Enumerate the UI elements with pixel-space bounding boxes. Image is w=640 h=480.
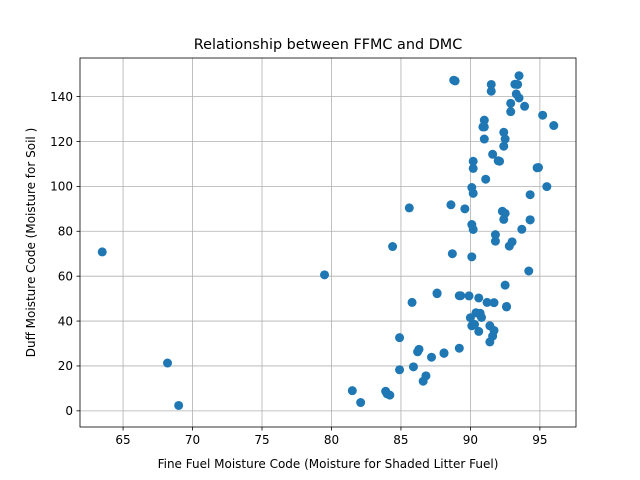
scatter-point [506,107,516,117]
x-tick-label: 80 [324,433,339,447]
scatter-point [479,122,489,132]
scatter-point [467,252,477,262]
scatter-point [468,188,478,198]
scatter-point [446,200,456,210]
scatter-point [456,291,466,301]
scatter-point [174,400,184,410]
scatter-point [495,156,505,166]
y-tick-label: 140 [50,90,73,104]
scatter-point [517,224,527,234]
x-tick-label: 65 [115,433,130,447]
scatter-point [464,291,474,301]
scatter-point [447,249,457,259]
scatter-point [513,79,523,89]
scatter-point [395,365,405,375]
scatter-point [525,190,535,200]
scatter-point [356,398,366,408]
scatter-point [502,302,512,312]
scatter-point [542,182,552,192]
y-tick-label: 40 [58,314,73,328]
scatter-point [385,390,395,400]
scatter-point [477,312,487,322]
scatter-point [388,242,398,252]
scatter-point [486,86,496,96]
scatter-point [474,326,484,336]
scatter-point [468,163,478,173]
scatter-point [490,230,500,240]
scatter-point [432,288,442,298]
y-axis-title: Duff Moisture Code (Moisture for Soil ) [24,128,38,358]
scatter-point [500,134,510,144]
y-tick-label: 80 [58,225,73,239]
y-tick-label: 60 [58,269,73,283]
scatter-point [488,149,498,159]
x-tick-label: 85 [393,433,408,447]
scatter-points [97,71,559,410]
scatter-point [421,371,431,381]
scatter-point [507,237,517,247]
scatter-point [408,362,418,372]
scatter-point [520,101,530,111]
scatter-point [490,236,500,246]
scatter-point [500,280,510,290]
scatter-point [474,293,484,303]
x-tick-label: 70 [185,433,200,447]
scatter-point [427,352,437,362]
scatter-point [414,344,424,354]
scatter-point [163,358,173,368]
scatter-point [454,343,464,353]
scatter-point [489,298,499,308]
scatter-point [500,208,510,218]
y-tick-label: 0 [65,404,73,418]
scatter-point [486,79,496,89]
y-tick-label: 100 [50,180,73,194]
scatter-point [468,224,478,234]
scatter-point [538,110,548,120]
scatter-point [482,297,492,307]
scatter-point [470,319,480,329]
scatter-point [499,141,509,151]
scatter-point [489,325,499,335]
scatter-point [404,203,414,213]
y-tick-label: 120 [50,135,73,149]
scatter-point [439,348,449,358]
x-tick-label: 90 [463,433,478,447]
chart-title: Relationship between FFMC and DMC [194,37,463,53]
scatter-point [479,115,489,125]
scatter-point [506,98,516,108]
scatter-point [514,71,524,81]
scatter-point [525,215,535,225]
scatter-point [407,297,417,307]
scatter-point [97,247,107,257]
grid-lines [80,58,576,427]
scatter-point [549,121,559,131]
x-axis-title: Fine Fuel Moisture Code (Moisture for Sh… [158,457,499,471]
y-tick-label: 20 [58,359,73,373]
scatter-point [468,156,478,166]
axis-ticks: 65 70 75 80 85 90 95 0 20 40 60 80 100 120 140 [50,90,547,447]
scatter-point [479,134,489,144]
scatter-point [395,333,405,343]
x-tick-label: 75 [254,433,269,447]
scatter-point [514,93,524,103]
x-tick-label: 95 [532,433,547,447]
scatter-point [347,386,357,396]
scatter-point [450,76,460,86]
scatter-point [524,266,534,276]
scatter-point [460,204,470,214]
plot-frame [79,57,577,428]
scatter-point [481,174,491,184]
scatter-point [320,270,330,280]
scatter-point [533,163,543,173]
scatter-point [499,127,509,137]
